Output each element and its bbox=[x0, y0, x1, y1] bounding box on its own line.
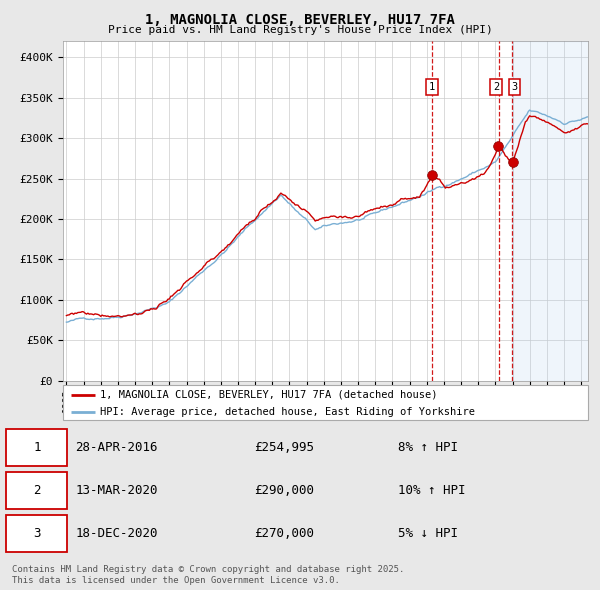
FancyBboxPatch shape bbox=[63, 385, 588, 420]
FancyBboxPatch shape bbox=[6, 429, 67, 466]
Text: £254,995: £254,995 bbox=[254, 441, 314, 454]
Text: Contains HM Land Registry data © Crown copyright and database right 2025.
This d: Contains HM Land Registry data © Crown c… bbox=[12, 565, 404, 585]
Text: HPI: Average price, detached house, East Riding of Yorkshire: HPI: Average price, detached house, East… bbox=[100, 407, 475, 417]
Text: 8% ↑ HPI: 8% ↑ HPI bbox=[398, 441, 458, 454]
Bar bbox=[512, 41, 598, 381]
Text: 3: 3 bbox=[511, 82, 518, 92]
FancyBboxPatch shape bbox=[6, 515, 67, 552]
Text: 3: 3 bbox=[33, 527, 41, 540]
Text: 28-APR-2016: 28-APR-2016 bbox=[76, 441, 158, 454]
Text: 13-MAR-2020: 13-MAR-2020 bbox=[76, 484, 158, 497]
Text: £290,000: £290,000 bbox=[254, 484, 314, 497]
Text: Price paid vs. HM Land Registry's House Price Index (HPI): Price paid vs. HM Land Registry's House … bbox=[107, 25, 493, 35]
Text: £270,000: £270,000 bbox=[254, 527, 314, 540]
Text: 10% ↑ HPI: 10% ↑ HPI bbox=[398, 484, 466, 497]
Text: 5% ↓ HPI: 5% ↓ HPI bbox=[398, 527, 458, 540]
Text: 2: 2 bbox=[33, 484, 41, 497]
FancyBboxPatch shape bbox=[6, 472, 67, 509]
Text: 1, MAGNOLIA CLOSE, BEVERLEY, HU17 7FA (detached house): 1, MAGNOLIA CLOSE, BEVERLEY, HU17 7FA (d… bbox=[100, 389, 437, 399]
Text: 2: 2 bbox=[493, 82, 499, 92]
Text: 1, MAGNOLIA CLOSE, BEVERLEY, HU17 7FA: 1, MAGNOLIA CLOSE, BEVERLEY, HU17 7FA bbox=[145, 13, 455, 27]
Text: 18-DEC-2020: 18-DEC-2020 bbox=[76, 527, 158, 540]
Text: 1: 1 bbox=[429, 82, 436, 92]
Text: 1: 1 bbox=[33, 441, 41, 454]
